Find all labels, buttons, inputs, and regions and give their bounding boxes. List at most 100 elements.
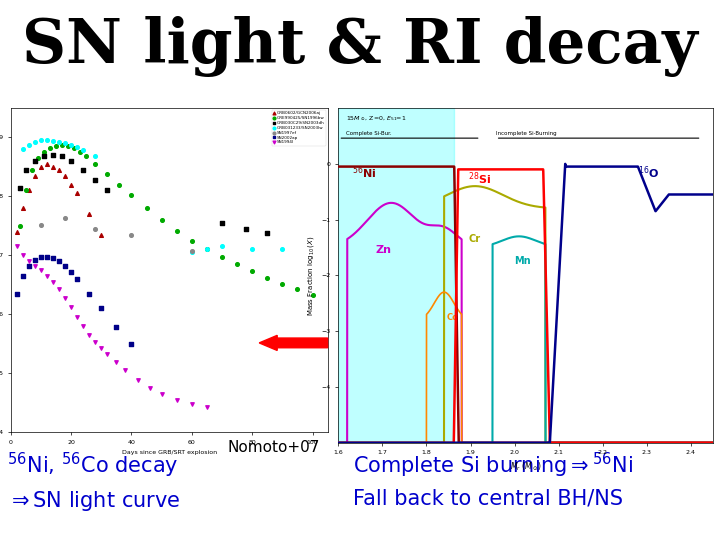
Point bbox=[141, 204, 153, 212]
Point bbox=[81, 152, 92, 160]
Point bbox=[120, 366, 131, 374]
Point bbox=[96, 231, 107, 239]
Point bbox=[276, 279, 288, 288]
Point bbox=[102, 186, 113, 195]
Y-axis label: Mass Fraction $\log_{10}(X)$: Mass Fraction $\log_{10}(X)$ bbox=[306, 235, 316, 316]
Point bbox=[35, 136, 47, 145]
Point bbox=[23, 261, 35, 270]
Point bbox=[216, 219, 228, 227]
Point bbox=[30, 157, 41, 165]
Text: Co: Co bbox=[446, 313, 458, 322]
Point bbox=[261, 228, 273, 237]
Text: Complete Si-Bur.: Complete Si-Bur. bbox=[346, 131, 392, 137]
Point bbox=[307, 291, 318, 299]
Point bbox=[59, 214, 71, 222]
Point bbox=[23, 140, 35, 149]
Point bbox=[66, 157, 77, 165]
Point bbox=[53, 285, 65, 294]
Point bbox=[246, 245, 258, 254]
Text: Mn: Mn bbox=[515, 256, 531, 266]
Point bbox=[35, 163, 47, 171]
Point bbox=[20, 166, 32, 174]
Point bbox=[11, 227, 22, 236]
Point bbox=[231, 260, 243, 268]
Point bbox=[11, 242, 22, 251]
Point bbox=[35, 220, 47, 229]
Point bbox=[66, 303, 77, 312]
Point bbox=[89, 176, 101, 184]
Point bbox=[171, 226, 182, 235]
Point bbox=[53, 257, 65, 266]
Point bbox=[66, 141, 77, 150]
Point bbox=[23, 257, 35, 266]
Point bbox=[48, 254, 59, 262]
Text: NS/BH: NS/BH bbox=[238, 339, 287, 353]
Point bbox=[41, 160, 53, 168]
Point bbox=[102, 350, 113, 359]
Point bbox=[35, 266, 47, 274]
Point bbox=[23, 186, 35, 195]
Point bbox=[30, 171, 41, 180]
Text: Complete Si burning$\Rightarrow$$^{56}$Ni: Complete Si burning$\Rightarrow$$^{56}$N… bbox=[353, 451, 633, 480]
Point bbox=[53, 138, 65, 146]
X-axis label: $M_r$ ($M_\odot$): $M_r$ ($M_\odot$) bbox=[510, 461, 541, 474]
Point bbox=[11, 289, 22, 298]
Point bbox=[71, 313, 83, 321]
Point bbox=[216, 253, 228, 261]
Point bbox=[171, 395, 182, 404]
X-axis label: Days since GRB/SRT explosion: Days since GRB/SRT explosion bbox=[122, 450, 217, 455]
Point bbox=[246, 267, 258, 275]
Point bbox=[56, 152, 68, 160]
Point bbox=[48, 137, 59, 145]
Point bbox=[102, 170, 113, 178]
Point bbox=[89, 225, 101, 233]
Text: Nomoto+07: Nomoto+07 bbox=[228, 440, 320, 455]
Point bbox=[186, 236, 197, 245]
Text: $^{28}$Si: $^{28}$Si bbox=[468, 170, 492, 187]
Point bbox=[50, 141, 62, 150]
Point bbox=[144, 383, 156, 392]
Text: $^{56}$Ni: $^{56}$Ni bbox=[351, 165, 376, 181]
Legend: GRB0602/GCN2006aj, GRE990425/SN1996bw, GRB030C29/SN2003dh, GRB031233/SN2003lw, S: GRB0602/GCN2006aj, GRE990425/SN1996bw, G… bbox=[271, 110, 325, 146]
Point bbox=[30, 255, 41, 264]
Point bbox=[84, 330, 95, 339]
Point bbox=[132, 376, 143, 384]
Point bbox=[71, 143, 83, 152]
Text: Incomplete Si-Burning: Incomplete Si-Burning bbox=[495, 131, 557, 137]
Point bbox=[78, 322, 89, 330]
Point bbox=[41, 136, 53, 145]
Point bbox=[38, 152, 50, 160]
Text: SN light & RI decay: SN light & RI decay bbox=[22, 16, 698, 77]
Point bbox=[126, 339, 138, 348]
Point bbox=[59, 293, 71, 302]
Point bbox=[63, 141, 74, 150]
Text: $\Rightarrow$SN light curve: $\Rightarrow$SN light curve bbox=[7, 489, 181, 512]
Text: $^{56}$Ni, $^{56}$Co decay: $^{56}$Ni, $^{56}$Co decay bbox=[7, 451, 179, 480]
Text: $^{16}$O: $^{16}$O bbox=[638, 165, 659, 181]
Point bbox=[41, 272, 53, 280]
Point bbox=[111, 358, 122, 367]
Point bbox=[126, 191, 138, 199]
Point bbox=[17, 204, 29, 212]
Text: Fall back to central BH/NS: Fall back to central BH/NS bbox=[353, 489, 623, 509]
Text: Zn: Zn bbox=[376, 245, 392, 255]
Point bbox=[276, 245, 288, 254]
Point bbox=[156, 215, 168, 224]
Point bbox=[78, 166, 89, 174]
Point bbox=[53, 166, 65, 174]
Point bbox=[30, 261, 41, 270]
Point bbox=[48, 151, 59, 159]
Point bbox=[201, 245, 212, 254]
Point bbox=[17, 145, 29, 153]
Point bbox=[44, 144, 55, 152]
Point bbox=[30, 137, 41, 146]
Point bbox=[89, 152, 101, 160]
Text: $15M_\odot$, Z=0, $E_{51}$=1: $15M_\odot$, Z=0, $E_{51}$=1 bbox=[346, 114, 407, 124]
Point bbox=[48, 163, 59, 171]
Point bbox=[66, 267, 77, 276]
Point bbox=[17, 272, 29, 280]
Text: Cr: Cr bbox=[468, 234, 480, 244]
Bar bbox=[338, 108, 454, 443]
Point bbox=[84, 289, 95, 298]
Point bbox=[48, 278, 59, 286]
